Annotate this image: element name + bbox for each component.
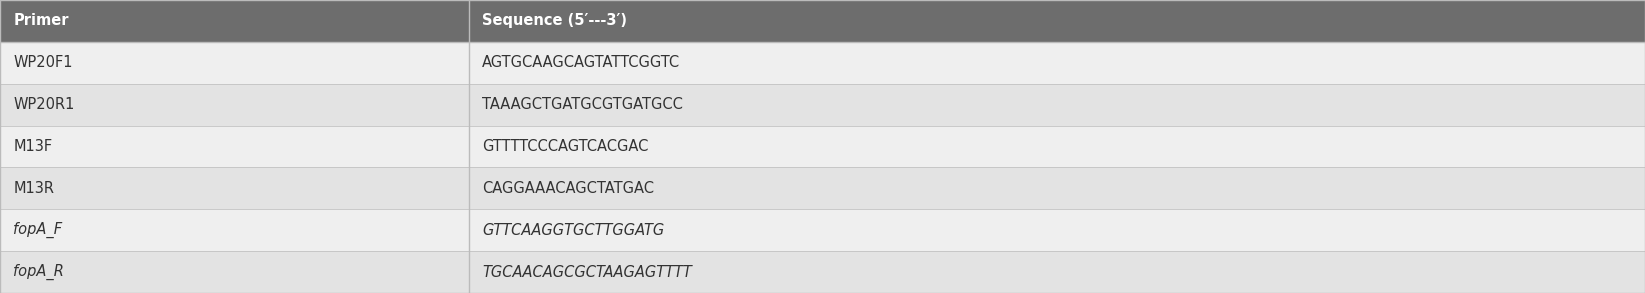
- Text: GTTCAAGGTGCTTGGATG: GTTCAAGGTGCTTGGATG: [482, 223, 665, 238]
- Text: Sequence (5′---3′): Sequence (5′---3′): [482, 13, 627, 28]
- Text: TGCAACAGCGCTAAGAGTTTT: TGCAACAGCGCTAAGAGTTTT: [482, 265, 693, 280]
- Text: Primer: Primer: [13, 13, 69, 28]
- Bar: [0, 209, 1645, 251]
- Text: M13R: M13R: [13, 181, 54, 196]
- Bar: [0, 126, 1645, 167]
- Bar: [0, 42, 1645, 84]
- Text: CAGGAAACAGCTATGAC: CAGGAAACAGCTATGAC: [482, 181, 655, 196]
- Text: fopA_R: fopA_R: [13, 264, 64, 280]
- Bar: [0, 0, 1645, 42]
- Text: GTTTTCCCAGTCACGAC: GTTTTCCCAGTCACGAC: [482, 139, 648, 154]
- Text: M13F: M13F: [13, 139, 53, 154]
- Bar: [0, 84, 1645, 126]
- Text: WP20F1: WP20F1: [13, 55, 72, 70]
- Text: fopA_F: fopA_F: [13, 222, 63, 238]
- Bar: [0, 167, 1645, 209]
- Text: WP20R1: WP20R1: [13, 97, 74, 112]
- Text: AGTGCAAGCAGTATTCGGTC: AGTGCAAGCAGTATTCGGTC: [482, 55, 679, 70]
- Bar: [0, 251, 1645, 293]
- Text: TAAAGCTGATGCGTGATGCC: TAAAGCTGATGCGTGATGCC: [482, 97, 683, 112]
